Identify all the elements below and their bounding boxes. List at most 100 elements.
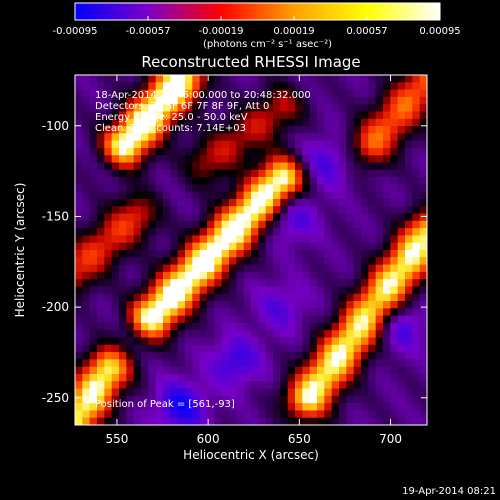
heatmap-cell bbox=[82, 228, 91, 237]
heatmap-cell bbox=[361, 403, 369, 412]
heatmap-cell bbox=[251, 337, 259, 346]
heatmap-cell bbox=[419, 82, 427, 91]
heatmap-cell bbox=[405, 235, 413, 244]
heatmap-cell bbox=[383, 133, 391, 142]
heatmap-cell bbox=[419, 417, 427, 425]
heatmap-cell bbox=[280, 140, 289, 149]
heatmap-cell bbox=[390, 111, 399, 120]
heatmap-cell bbox=[324, 381, 333, 390]
heatmap-cell bbox=[199, 373, 208, 382]
heatmap-cell bbox=[229, 104, 237, 113]
heatmap-cell bbox=[111, 140, 120, 149]
heatmap-cell bbox=[287, 264, 296, 273]
heatmap-cell bbox=[280, 410, 289, 419]
heatmap-cell bbox=[419, 126, 427, 134]
heatmap-cell bbox=[331, 286, 340, 295]
heatmap-cell bbox=[163, 111, 171, 120]
heatmap-cell bbox=[111, 403, 120, 412]
heatmap-cell bbox=[82, 250, 91, 258]
heatmap-cell bbox=[317, 381, 325, 390]
heatmap-cell bbox=[221, 184, 230, 193]
heatmap-cell bbox=[412, 104, 421, 113]
heatmap-cell bbox=[119, 235, 127, 244]
heatmap-cell bbox=[236, 198, 245, 207]
heatmap-cell bbox=[155, 395, 164, 404]
heatmap-cell bbox=[148, 162, 157, 171]
heatmap-cell bbox=[361, 198, 369, 207]
heatmap-cell bbox=[265, 169, 274, 178]
heatmap-cell bbox=[375, 388, 384, 397]
heatmap-cell bbox=[82, 235, 91, 244]
heatmap-cell bbox=[148, 250, 157, 258]
x-tick-label: 600 bbox=[197, 432, 220, 446]
heatmap-cell bbox=[280, 366, 289, 375]
heatmap-cell bbox=[251, 410, 259, 419]
heatmap-cell bbox=[353, 89, 362, 98]
heatmap-cell bbox=[309, 366, 318, 375]
heatmap-cell bbox=[419, 293, 427, 302]
heatmap-cell bbox=[207, 198, 215, 207]
heatmap-cell bbox=[405, 177, 413, 185]
heatmap-cell bbox=[258, 293, 267, 302]
heatmap-cell bbox=[251, 366, 259, 375]
heatmap-cell bbox=[375, 206, 384, 215]
heatmap-cell bbox=[97, 359, 105, 368]
heatmap-cell bbox=[397, 250, 406, 258]
heatmap-cell bbox=[390, 330, 399, 339]
heatmap-cell bbox=[148, 286, 157, 295]
heatmap-cell bbox=[192, 337, 201, 346]
heatmap-cell bbox=[229, 286, 237, 295]
heatmap-cell bbox=[390, 308, 399, 317]
heatmap-cell bbox=[75, 337, 83, 346]
heatmap-cell bbox=[75, 403, 83, 412]
heatmap-cell bbox=[375, 286, 384, 295]
heatmap-cell bbox=[141, 315, 149, 324]
heatmap-cell bbox=[119, 177, 127, 185]
heatmap-cell bbox=[170, 75, 179, 83]
heatmap-cell bbox=[346, 147, 355, 156]
heatmap-cell bbox=[243, 388, 252, 397]
heatmap-cell bbox=[339, 308, 347, 317]
heatmap-cell bbox=[207, 352, 215, 360]
heatmap-cell bbox=[251, 359, 259, 368]
heatmap-cell bbox=[397, 111, 406, 120]
heatmap-cell bbox=[97, 155, 105, 164]
heatmap-cell bbox=[221, 271, 230, 280]
heatmap-cell bbox=[126, 133, 135, 142]
heatmap-cell bbox=[251, 89, 259, 98]
heatmap-cell bbox=[361, 75, 369, 83]
heatmap-cell bbox=[405, 147, 413, 156]
heatmap-cell bbox=[141, 250, 149, 258]
heatmap-cell bbox=[236, 126, 245, 134]
heatmap-cell bbox=[243, 330, 252, 339]
heatmap-cell bbox=[375, 126, 384, 134]
heatmap-cell bbox=[192, 126, 201, 134]
heatmap-cell bbox=[82, 286, 91, 295]
heatmap-cell bbox=[207, 264, 215, 273]
heatmap-cell bbox=[97, 82, 105, 91]
heatmap-cell bbox=[155, 111, 164, 120]
heatmap-cell bbox=[170, 308, 179, 317]
heatmap-cell bbox=[317, 271, 325, 280]
heatmap-cell bbox=[353, 104, 362, 113]
heatmap-cell bbox=[419, 250, 427, 258]
heatmap-cell bbox=[331, 75, 340, 83]
heatmap-cell bbox=[383, 126, 391, 134]
heatmap-cell bbox=[89, 410, 98, 419]
heatmap-cell bbox=[126, 403, 135, 412]
heatmap-cell bbox=[177, 381, 186, 390]
heatmap-cell bbox=[221, 352, 230, 360]
heatmap-cell bbox=[214, 213, 223, 222]
heatmap-cell bbox=[412, 82, 421, 91]
heatmap-cell bbox=[133, 330, 142, 339]
heatmap-cell bbox=[265, 177, 274, 185]
heatmap-cell bbox=[185, 322, 193, 331]
heatmap-cell bbox=[375, 257, 384, 266]
heatmap-cell bbox=[346, 140, 355, 149]
heatmap-cell bbox=[361, 177, 369, 185]
heatmap-cell bbox=[295, 250, 303, 258]
heatmap-cell bbox=[324, 118, 333, 127]
heatmap-cell bbox=[133, 220, 142, 229]
heatmap-cell bbox=[119, 352, 127, 360]
heatmap-cell bbox=[214, 250, 223, 258]
